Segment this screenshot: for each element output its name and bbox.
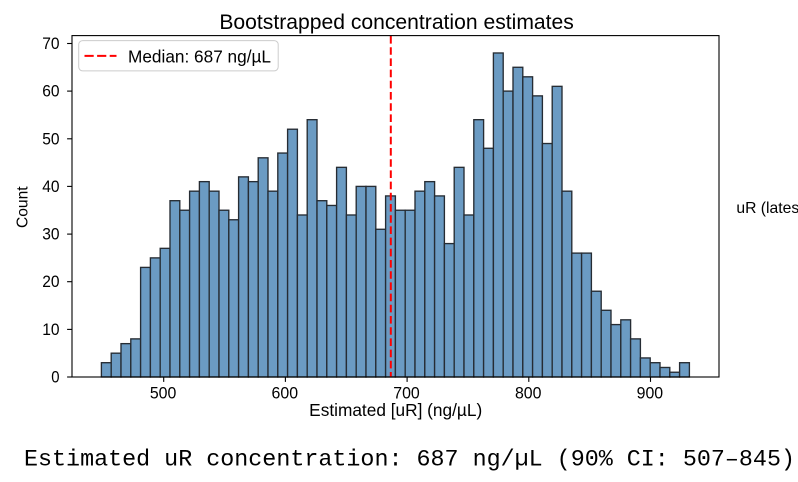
svg-text:uR (latest): uR (latest): [736, 200, 798, 217]
svg-text:30: 30: [42, 226, 59, 244]
svg-text:20: 20: [42, 273, 59, 291]
svg-text:900: 900: [637, 385, 664, 403]
svg-text:700: 700: [393, 385, 420, 403]
svg-text:40: 40: [42, 178, 59, 196]
svg-text:Estimated uR concentration: 68: Estimated uR concentration: 687 ng/µL (9…: [24, 446, 795, 472]
svg-text:50: 50: [42, 130, 59, 148]
svg-text:0: 0: [51, 369, 59, 387]
svg-text:Bootstrapped concentration est: Bootstrapped concentration estimates: [219, 11, 574, 34]
svg-text:600: 600: [272, 385, 299, 403]
svg-text:60: 60: [42, 83, 59, 101]
svg-text:70: 70: [42, 35, 59, 53]
svg-text:10: 10: [42, 321, 59, 339]
svg-text:Median: 687 ng/µL: Median: 687 ng/µL: [128, 47, 271, 66]
svg-text:800: 800: [515, 385, 542, 403]
svg-text:Estimated [uR] (ng/µL): Estimated [uR] (ng/µL): [309, 400, 482, 420]
svg-text:Count: Count: [15, 186, 32, 228]
svg-text:500: 500: [150, 385, 177, 403]
